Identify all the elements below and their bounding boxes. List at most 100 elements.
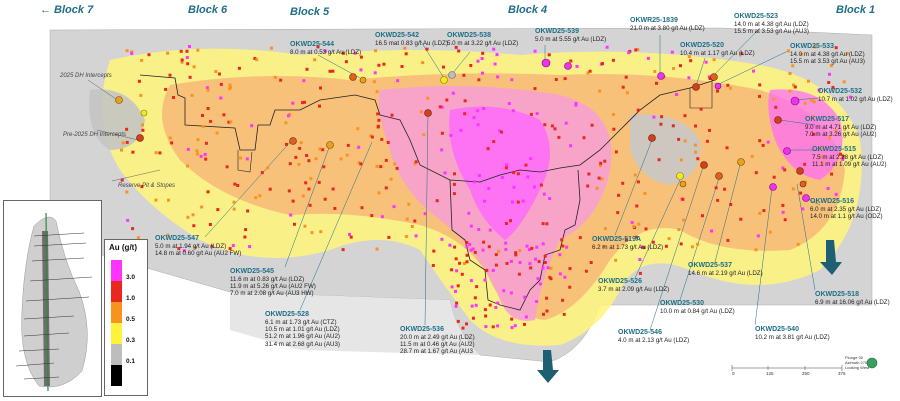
- sample-square: [372, 80, 376, 84]
- sample-square: [498, 129, 502, 133]
- sample-square: [331, 69, 335, 73]
- sample-square: [303, 100, 306, 104]
- sample-square: [477, 228, 481, 231]
- sample-square: [217, 72, 221, 76]
- sample-square: [215, 131, 219, 135]
- sample-square: [318, 147, 322, 151]
- sample-square: [422, 133, 426, 137]
- sample-square: [598, 164, 602, 167]
- sample-square: [826, 187, 830, 190]
- sample-square: [407, 202, 411, 206]
- legend-swatch: [111, 281, 122, 302]
- sample-square: [677, 137, 681, 141]
- sample-square: [374, 49, 378, 53]
- sample-square: [842, 80, 846, 84]
- sample-square: [199, 154, 203, 158]
- sample-square: [541, 266, 545, 270]
- sample-square: [319, 86, 322, 90]
- sample-square: [535, 112, 539, 116]
- sample-square: [530, 246, 534, 250]
- intercept-text: 7.0 m at 3.26 g/t Au (AU2): [805, 131, 877, 139]
- sample-square: [121, 141, 125, 145]
- sample-square: [534, 257, 537, 261]
- sample-square: [287, 189, 291, 193]
- grade-shell-magenta-east: [768, 89, 843, 180]
- sample-square: [488, 303, 492, 307]
- sample-square: [375, 247, 379, 251]
- sample-square: [514, 253, 518, 257]
- drill-hole-id: OKWD25-523: [734, 13, 778, 20]
- sample-square: [756, 234, 760, 238]
- drill-hole-id: OKWD25-533: [790, 43, 834, 50]
- sample-square: [545, 309, 549, 313]
- sample-square: [237, 66, 241, 70]
- sample-square: [190, 93, 194, 97]
- sample-square: [612, 113, 615, 116]
- sample-square: [167, 198, 170, 202]
- sample-square: [301, 101, 304, 105]
- sample-square: [258, 194, 262, 198]
- sample-square: [509, 291, 513, 295]
- sample-square: [543, 254, 547, 258]
- sample-square: [638, 258, 642, 261]
- sample-square: [611, 58, 615, 62]
- sample-square: [809, 98, 813, 102]
- sample-square: [803, 162, 807, 166]
- sample-square: [788, 89, 792, 93]
- sample-square: [307, 187, 311, 191]
- sample-square: [486, 147, 490, 151]
- legend-swatch: [111, 302, 122, 323]
- sample-square: [512, 185, 516, 189]
- sample-square: [667, 237, 671, 241]
- sample-square: [487, 187, 491, 190]
- drill-hole-id: OKWD25-532: [818, 88, 862, 95]
- sample-square: [587, 172, 591, 176]
- sample-square: [359, 55, 363, 59]
- sample-square: [450, 285, 454, 289]
- sample-square: [510, 326, 514, 330]
- sample-square: [250, 124, 254, 128]
- sample-square: [140, 185, 144, 189]
- sample-square: [565, 245, 569, 249]
- sample-square: [612, 127, 616, 131]
- sample-square: [147, 53, 151, 57]
- sample-square: [154, 151, 158, 155]
- sample-square: [558, 253, 562, 257]
- sample-square: [586, 71, 590, 75]
- sample-square: [375, 164, 379, 168]
- sample-square: [376, 112, 380, 116]
- sample-square: [617, 193, 621, 197]
- sample-square: [569, 59, 573, 63]
- sample-square: [484, 314, 488, 318]
- sample-square: [598, 89, 602, 93]
- sample-square: [323, 49, 327, 53]
- sample-square: [630, 220, 634, 224]
- sample-square: [404, 52, 408, 56]
- sample-square: [586, 184, 590, 188]
- sample-square: [470, 304, 474, 308]
- sample-square: [670, 50, 674, 54]
- sample-square: [532, 185, 536, 189]
- sample-square: [708, 128, 711, 132]
- sample-square: [454, 257, 458, 261]
- sample-square: [616, 211, 620, 215]
- drill-hole-id: OKWD25-547: [155, 235, 199, 242]
- sample-square: [625, 91, 629, 95]
- drill-hole-id: OKWD25-516: [810, 198, 854, 205]
- sample-square: [472, 116, 476, 119]
- sample-square: [545, 296, 549, 300]
- sample-square: [168, 136, 172, 140]
- sample-square: [297, 162, 301, 166]
- sample-square: [652, 115, 656, 119]
- sample-square: [507, 102, 511, 105]
- sample-square: [542, 312, 545, 316]
- sample-square: [376, 124, 380, 128]
- sample-square: [569, 144, 573, 148]
- sample-square: [772, 175, 776, 179]
- sample-square: [228, 83, 232, 87]
- note-reserve-pit: Reserve Pit & Stopes: [118, 183, 176, 189]
- legend-swatch: [111, 323, 122, 344]
- sample-square: [781, 210, 785, 214]
- sample-square: [762, 209, 766, 213]
- sample-square: [463, 99, 467, 103]
